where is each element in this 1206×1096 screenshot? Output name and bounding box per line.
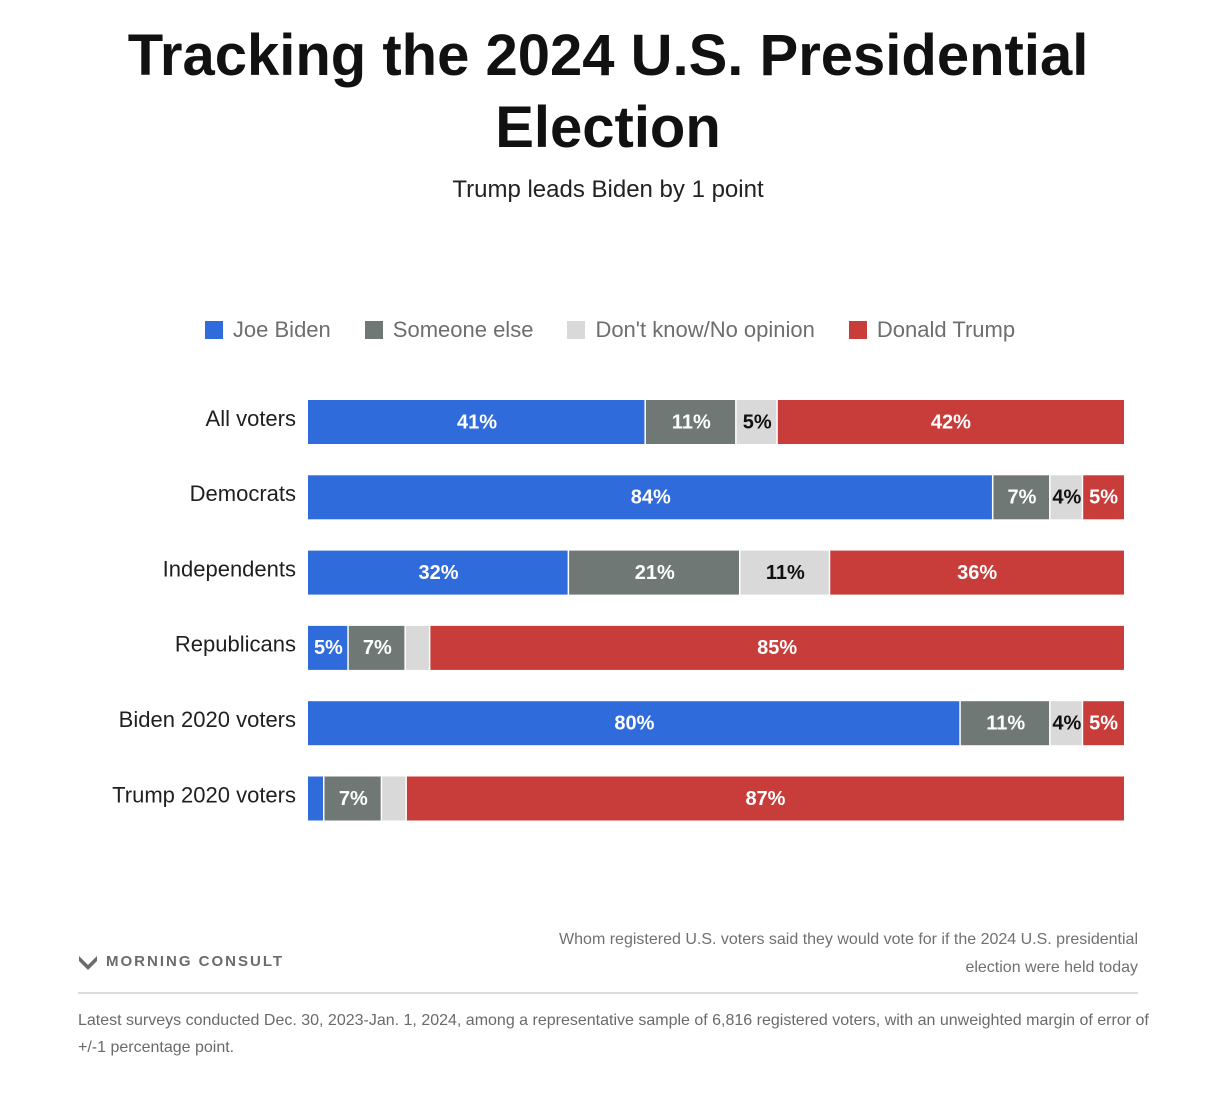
methodology-note: Latest surveys conducted Dec. 30, 2023-J… xyxy=(78,1012,1149,1056)
legend-item-biden: Joe Biden xyxy=(204,317,331,343)
bar-segment-republicans-donald-trump xyxy=(430,625,1124,670)
category-label-biden-2020-voters: Biden 2020 voters xyxy=(119,707,296,732)
bar-segment-independents-joe-biden xyxy=(308,550,568,595)
data-label-democrats-0: 84% xyxy=(631,487,671,509)
category-label-trump-2020-voters: Trump 2020 voters xyxy=(112,782,296,807)
bar-segment-republicans-someone-else xyxy=(348,625,405,670)
data-label-all-voters-0: 41% xyxy=(457,411,497,433)
bar-segment-trump-2020-voters-joe-biden xyxy=(308,776,323,821)
legend: Joe Biden Someone else Don't know/No opi… xyxy=(0,317,1206,343)
data-label-republicans-0: 5% xyxy=(314,637,343,659)
data-label-independents-0: 32% xyxy=(419,562,459,584)
legend-label-dont-know: Don't know/No opinion xyxy=(595,317,815,342)
data-label-biden-2020-voters-1: 11% xyxy=(986,712,1025,734)
data-label-republicans-3: 85% xyxy=(757,637,797,659)
bar-segment-biden-2020-voters-someone-else xyxy=(960,701,1050,746)
data-label-biden-2020-voters-2: 4% xyxy=(1052,712,1081,734)
brand-logo: MORNING CONSULT xyxy=(78,953,284,970)
stacked-bar-chart: All voters 41% 11% 5% 42% Democrats 84% 7% 4% 5% I… xyxy=(112,400,1125,821)
bar-segment-all-voters-joe-biden xyxy=(308,400,645,444)
legend-swatch-dont-know xyxy=(567,321,586,339)
bar-segment-republicans-don-t-know-no-opinion xyxy=(405,625,429,670)
data-label-all-voters-3: 42% xyxy=(931,411,971,433)
bar-segment-democrats-joe-biden xyxy=(308,475,992,520)
data-label-democrats-1: 7% xyxy=(1008,487,1037,509)
morning-consult-logo-icon xyxy=(79,955,97,970)
data-label-biden-2020-voters-0: 80% xyxy=(614,712,654,734)
data-label-trump-2020-voters-1: 7% xyxy=(339,788,368,810)
category-label-democrats: Democrats xyxy=(190,481,296,506)
chart-subtitle: Trump leads Biden by 1 point xyxy=(452,176,764,203)
bar-segment-biden-2020-voters-don-t-know-no-opinion xyxy=(1050,701,1082,746)
bar-segment-biden-2020-voters-donald-trump xyxy=(1083,701,1124,746)
bar-segment-trump-2020-voters-donald-trump xyxy=(406,776,1125,821)
legend-item-trump: Donald Trump xyxy=(848,317,1016,343)
legend-swatch-someone-else xyxy=(364,321,383,339)
legend-label-biden: Joe Biden xyxy=(232,317,331,342)
legend-label-someone-else: Someone else xyxy=(392,317,534,342)
bar-segment-all-voters-don-t-know-no-opinion xyxy=(736,400,777,444)
data-label-democrats-3: 5% xyxy=(1089,487,1118,509)
bar-segment-independents-don-t-know-no-opinion xyxy=(740,550,829,595)
data-label-independents-3: 36% xyxy=(957,562,997,584)
bar-segment-democrats-donald-trump xyxy=(1083,475,1124,520)
data-label-biden-2020-voters-3: 5% xyxy=(1089,712,1118,734)
legend-item-someone-else: Someone else xyxy=(364,317,534,343)
legend-label-trump: Donald Trump xyxy=(876,317,1016,342)
bar-segment-republicans-joe-biden xyxy=(308,625,348,670)
data-label-independents-1: 21% xyxy=(635,562,675,584)
legend-swatch-biden xyxy=(204,321,223,339)
category-label-republicans: Republicans xyxy=(175,632,296,657)
bar-segment-trump-2020-voters-someone-else xyxy=(324,776,381,821)
bar-segment-all-voters-someone-else xyxy=(645,400,736,444)
data-label-democrats-2: 4% xyxy=(1052,487,1081,509)
legend-item-dont-know: Don't know/No opinion xyxy=(567,317,815,343)
bar-segment-biden-2020-voters-joe-biden xyxy=(308,701,960,746)
bar-segment-all-voters-donald-trump xyxy=(777,400,1124,444)
bar-segment-independents-someone-else xyxy=(569,550,739,595)
bar-segment-democrats-don-t-know-no-opinion xyxy=(1050,475,1082,520)
bar-segment-trump-2020-voters-don-t-know-no-opinion xyxy=(382,776,406,821)
data-label-all-voters-1: 11% xyxy=(672,411,711,433)
legend-swatch-trump xyxy=(848,321,867,339)
bar-segment-democrats-someone-else xyxy=(993,475,1050,520)
data-label-trump-2020-voters-3: 87% xyxy=(745,788,785,810)
data-label-independents-2: 11% xyxy=(766,562,805,584)
footer-divider xyxy=(78,992,1138,994)
brand-name: MORNING CONSULT xyxy=(106,953,285,970)
data-label-republicans-1: 7% xyxy=(363,637,392,659)
bar-segment-independents-donald-trump xyxy=(830,550,1124,595)
chart-note: Whom registered U.S. voters said they wo… xyxy=(559,931,1138,976)
category-label-independents: Independents xyxy=(163,556,296,581)
chart-title: Tracking the 2024 U.S. Presidential Elec… xyxy=(127,23,1089,160)
category-label-all-voters: All voters xyxy=(206,406,296,431)
data-label-all-voters-2: 5% xyxy=(743,411,772,433)
